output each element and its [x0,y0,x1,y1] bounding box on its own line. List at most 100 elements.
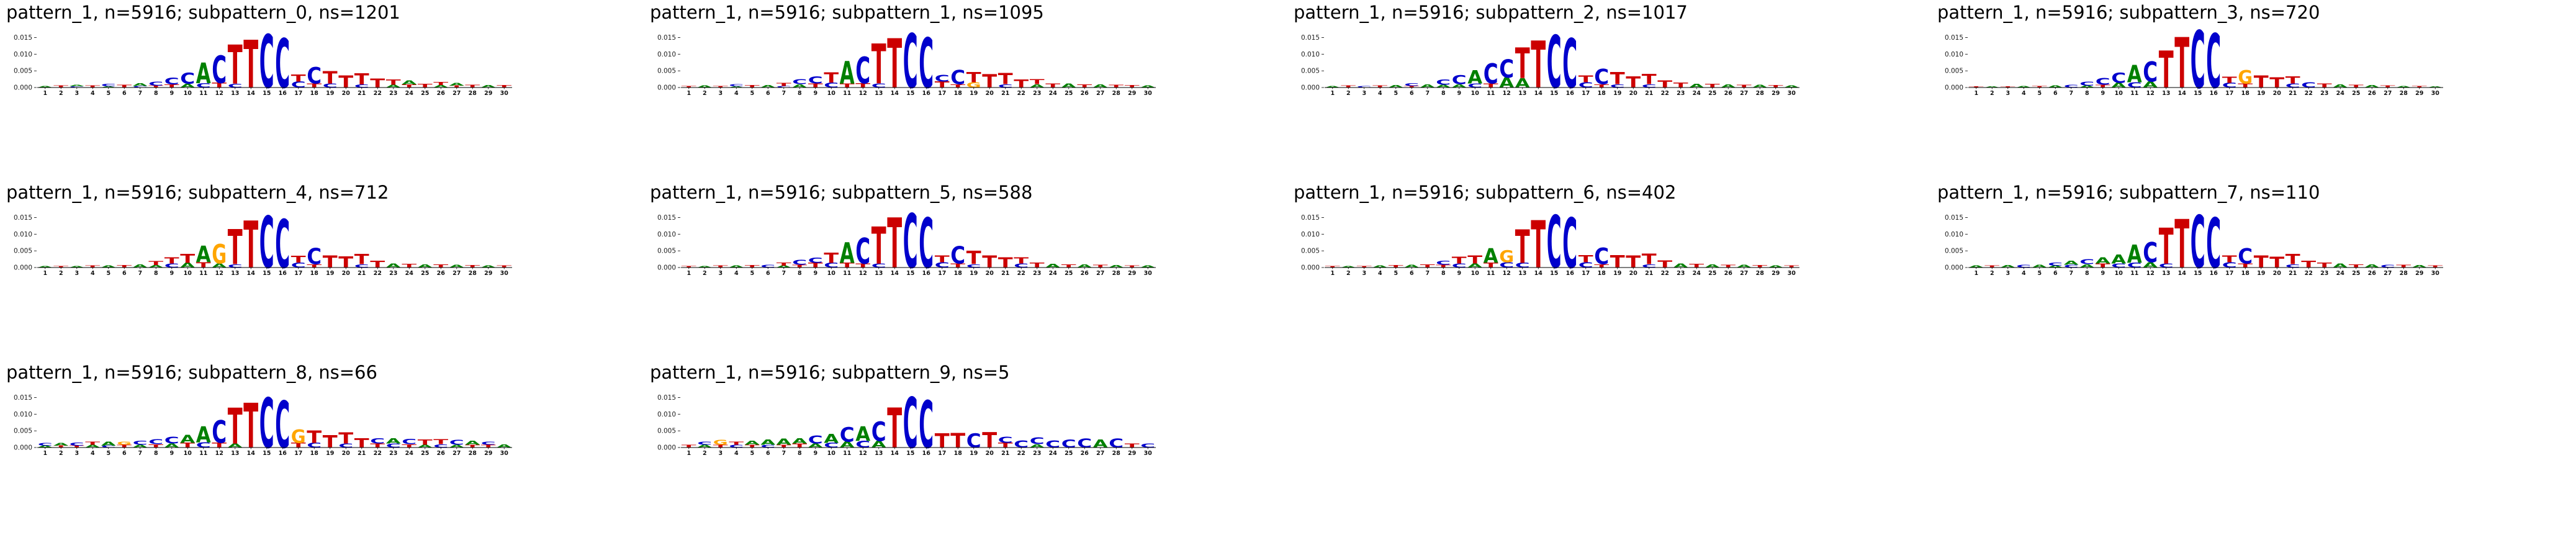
logo-letter-T: T [2317,83,2332,89]
logo-letter-T: T [745,265,762,269]
logo-letter-C: C [919,387,934,460]
x-tick-label: 14 [247,90,256,97]
logo-letter-T: T [2174,25,2189,100]
logo-letter-A: A [85,445,101,449]
logo-letter-C: C [228,83,243,89]
x-tick-label: 18 [310,270,319,277]
logo-letter-T: T [1014,257,1029,266]
logo-letter-A: A [1045,263,1062,269]
x-tick-label: 4 [734,270,739,277]
x-tick-label: 22 [374,450,382,457]
logo-letter-C: C [855,231,870,272]
logo-letter-A: A [697,445,713,449]
x-tick-label: 10 [2115,90,2123,97]
x-tick-label: 19 [2257,270,2265,277]
x-tick-label: 11 [843,90,851,97]
logo-letter-C: C [760,265,775,269]
logo-subplot-cell: pattern_1, n=5916; subpattern_5, ns=588 0… [644,180,1287,360]
x-tick-label: 9 [169,450,174,457]
x-tick-label: 5 [106,270,110,277]
logo-letter-A: A [840,236,855,269]
logo-letter-T: T [85,441,100,446]
logo-letter-C: C [903,25,918,100]
x-tick-label: 8 [2085,270,2089,277]
x-tick-label: 23 [1033,450,1041,457]
logo-letter-T: T [713,445,728,449]
sequence-logo-plot: 0.0000.0050.0100.015ATCTATCAACACCATCACAT… [1301,25,1801,100]
subplot-title: pattern_1, n=5916; subpattern_2, ns=1017 [1294,2,1688,23]
subplot-title: pattern_1, n=5916; subpattern_4, ns=712 [6,182,389,203]
x-tick-label: 17 [1582,270,1590,277]
x-tick-label: 28 [469,450,477,457]
subplot-title: pattern_1, n=5916; subpattern_1, ns=1095 [650,2,1044,23]
x-tick-label: 29 [1772,270,1780,277]
x-tick-label: 14 [1534,90,1543,97]
logo-letter-C: C [1014,263,1029,269]
logo-letter-A: A [148,265,163,269]
logo-letter-C: C [449,439,464,447]
x-tick-label: 29 [1772,90,1780,97]
logo-letter-A: A [133,264,150,269]
y-tick-label: 0.015 [657,214,676,222]
x-tick-label: 7 [138,90,142,97]
logo-letter-C: C [871,263,886,269]
logo-letter-T: T [323,68,338,88]
logo-letter-T: T [1642,251,1657,268]
x-tick-label: 10 [827,450,836,457]
logo-letter-C: C [808,74,823,86]
x-tick-label: 5 [750,270,754,277]
logo-letter-T: T [323,431,338,452]
logo-letter-T: T [418,83,434,89]
logo-letter-A: A [855,422,870,446]
logo-letter-A: A [386,263,402,269]
x-tick-label: 12 [2146,90,2155,97]
logo-letter-T: T [840,83,855,89]
y-tick-label: 0.010 [1301,231,1320,238]
logo-letter-T: T [354,436,369,451]
logo-letter-C: C [2143,237,2158,269]
x-tick-label: 14 [891,270,899,277]
logo-letter-A: A [481,265,498,269]
logo-letter-C: C [2238,245,2253,269]
x-tick-label: 7 [781,270,786,277]
subplot-title: pattern_1, n=5916; subpattern_7, ns=110 [1937,182,2320,203]
logo-letter-A: A [1673,263,1689,269]
logo-letter-T: T [307,263,322,269]
x-tick-label: 8 [154,90,158,97]
logo-letter-A: A [1030,83,1045,89]
logo-letter-T: T [1436,265,1451,269]
logo-letter-T: T [433,81,449,86]
x-tick-label: 17 [294,450,302,457]
x-tick-label: 15 [2194,270,2202,277]
logo-letter-C: C [966,263,981,269]
x-tick-label: 11 [1487,270,1495,277]
x-tick-label: 28 [1112,90,1121,97]
y-tick-label: 0.000 [14,84,32,92]
x-tick-label: 27 [453,450,461,457]
x-tick-label: 14 [2178,270,2187,277]
y-tick-label: 0.000 [657,264,676,272]
logo-letter-T: T [792,443,807,449]
x-tick-label: 11 [1487,90,1495,97]
x-tick-label: 15 [906,270,914,277]
logo-letter-C: C [1404,83,1419,87]
logo-letter-A: A [449,445,466,449]
y-tick-label: 0.015 [657,394,676,402]
logo-letter-A: A [1420,83,1436,89]
x-tick-label: 10 [184,90,192,97]
logo-letter-T: T [291,72,306,84]
logo-letter-T: T [307,83,322,89]
x-tick-label: 15 [906,450,914,457]
logo-letter-C: C [1562,205,1577,280]
x-tick-label: 28 [1756,90,1765,97]
logo-subplot-cell: pattern_1, n=5916; subpattern_3, ns=720 0… [1931,0,2575,180]
x-tick-label: 27 [1096,450,1104,457]
logo-letter-T: T [1420,263,1435,269]
x-tick-label: 3 [74,90,79,97]
logo-letter-A: A [729,86,748,88]
logo-letter-A: A [1325,86,1341,88]
x-tick-label: 17 [938,90,946,97]
logo-letter-T: T [228,220,243,276]
x-tick-label: 16 [922,450,931,457]
logo-letter-T: T [228,34,243,97]
